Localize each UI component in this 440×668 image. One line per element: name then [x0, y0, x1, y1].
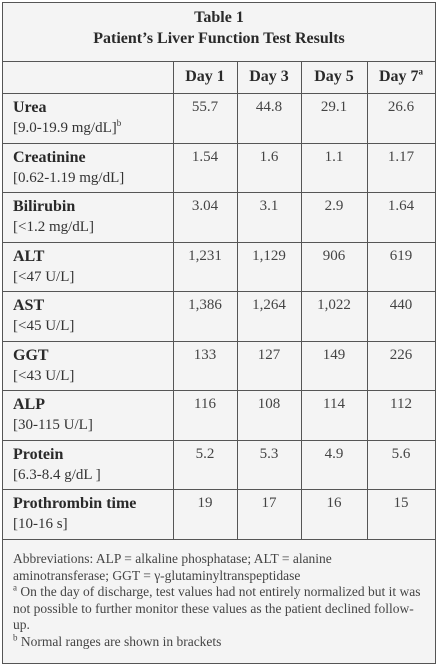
footnote-a-mark: a: [13, 582, 17, 593]
result-value: 1,129: [252, 248, 286, 264]
column-header-label: Day 1: [185, 68, 225, 85]
normal-range: [6.3-8.4 g/dL ]: [13, 467, 101, 483]
normal-range: [<47 U/L]: [13, 269, 75, 285]
column-header-label: Day 3: [249, 68, 289, 85]
table-title: Patient’s Liver Function Test Results: [93, 30, 345, 47]
result-value: 16: [326, 495, 342, 511]
test-name: Bilirubin: [13, 198, 76, 215]
table-caption: Table 1 Patient’s Liver Function Test Re…: [3, 3, 435, 59]
normal-range: [0.62-1.19 mg/dL]: [13, 170, 125, 186]
result-value: 15: [393, 495, 409, 511]
test-name: Creatinine: [13, 149, 86, 166]
result-value: 1.1: [324, 149, 344, 165]
result-value: 440: [389, 297, 413, 313]
test-name: Protein: [13, 446, 64, 463]
column-rule: [301, 61, 302, 539]
result-value: 1.64: [387, 198, 415, 214]
column-rule: [173, 61, 174, 539]
table-row-label: Creatinine [0.62-1.19 mg/dL]: [13, 148, 124, 188]
table-top-rule: [3, 61, 435, 62]
row-rule: [3, 341, 435, 342]
normal-range: [30-115 U/L]: [13, 417, 93, 433]
column-header-label: Day 5: [314, 68, 354, 85]
test-name: GGT: [13, 347, 49, 364]
normal-range: [<1.2 mg/dL]: [13, 219, 94, 235]
footnote-b: Normal ranges are shown in brackets: [20, 633, 222, 649]
column-rule: [367, 61, 368, 539]
result-value: 2.9: [324, 198, 344, 214]
result-value: 116: [194, 396, 216, 412]
result-value: 5.6: [391, 446, 411, 462]
table-row-label: ALP [30-115 U/L]: [13, 395, 93, 435]
result-value: 1,386: [188, 297, 222, 313]
result-value: 1,022: [317, 297, 351, 313]
table-number: Table 1: [194, 9, 244, 26]
result-value: 26.6: [387, 99, 415, 115]
result-value: 1,231: [188, 248, 222, 264]
table-row-label: GGT [<43 U/L]: [13, 346, 74, 386]
column-footnote-mark: a: [418, 66, 424, 77]
result-value: 114: [323, 396, 345, 412]
table-frame: Table 1 Patient’s Liver Function Test Re…: [2, 2, 436, 664]
result-value: 226: [389, 347, 413, 363]
row-rule: [3, 192, 435, 193]
normal-range: [<43 U/L]: [13, 368, 75, 384]
normal-range: [<45 U/L]: [13, 318, 75, 334]
test-name: Prothrombin time: [13, 495, 137, 512]
result-value: 19: [197, 495, 213, 511]
table-row-label: Bilirubin [<1.2 mg/dL]: [13, 197, 94, 237]
table-row-label: Protein [6.3-8.4 g/dL ]: [13, 445, 101, 485]
result-value: 619: [389, 248, 413, 264]
result-value: 133: [193, 347, 217, 363]
table-footnotes: Abbreviations: ALP = alkaline phosphatas…: [13, 551, 429, 650]
footnote-b-mark: b: [13, 632, 18, 642]
result-value: 1,264: [252, 297, 286, 313]
table-row-label: Prothrombin time [10-16 s]: [13, 494, 136, 534]
column-header: Day 7a: [367, 61, 435, 93]
normal-range: [9.0-19.9 mg/dL]: [13, 120, 117, 136]
column-header-label: Day 7: [378, 68, 419, 85]
footnote-a: On the day of discharge, test values had…: [13, 584, 421, 632]
result-value: 29.1: [320, 99, 348, 115]
table-row-label: Urea [9.0-19.9 mg/dL]b: [13, 98, 121, 138]
result-value: 17: [261, 495, 277, 511]
range-footnote-mark: b: [116, 118, 122, 128]
table-row-label: AST [<45 U/L]: [13, 296, 74, 336]
result-value: 127: [257, 347, 281, 363]
result-value: 55.7: [191, 99, 219, 115]
result-value: 149: [322, 347, 346, 363]
normal-range: [10-16 s]: [13, 516, 68, 532]
result-value: 3.1: [259, 198, 279, 214]
result-value: 4.9: [324, 446, 344, 462]
header-rule: [3, 93, 435, 94]
test-name: Urea: [13, 99, 47, 116]
result-value: 1.17: [387, 149, 415, 165]
row-rule: [3, 440, 435, 441]
result-value: 108: [257, 396, 281, 412]
result-value: 44.8: [255, 99, 283, 115]
result-value: 112: [390, 396, 412, 412]
result-value: 1.54: [191, 149, 219, 165]
result-value: 906: [322, 248, 346, 264]
test-name: ALP: [13, 396, 45, 413]
row-rule: [3, 291, 435, 292]
column-header: Day 3: [237, 61, 301, 93]
row-rule: [3, 242, 435, 243]
row-rule: [3, 390, 435, 391]
test-name: AST: [13, 297, 45, 314]
table-row-label: ALT [<47 U/L]: [13, 247, 74, 287]
column-rule: [237, 61, 238, 539]
test-name: ALT: [13, 248, 45, 265]
result-value: 5.2: [195, 446, 215, 462]
result-value: 3.04: [191, 198, 219, 214]
column-header: Day 1: [173, 61, 237, 93]
result-value: 5.3: [259, 446, 279, 462]
column-header: Day 5: [301, 61, 367, 93]
row-rule: [3, 143, 435, 144]
result-value: 1.6: [259, 149, 279, 165]
row-rule: [3, 489, 435, 490]
row-rule: [3, 539, 435, 540]
abbreviations-note: Abbreviations: ALP = alkaline phosphatas…: [13, 551, 332, 583]
